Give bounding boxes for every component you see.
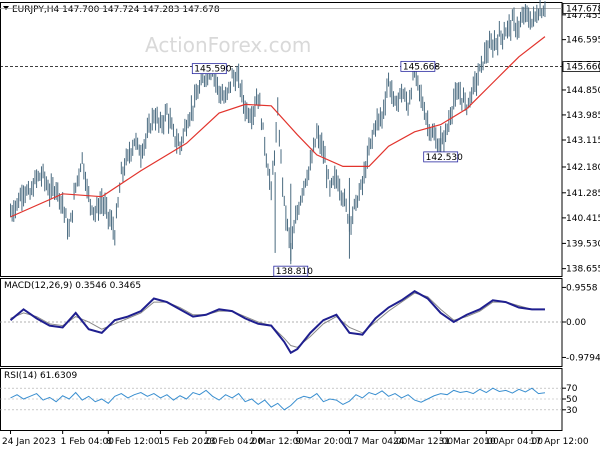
price-annotation-label: 142.530 bbox=[426, 153, 463, 163]
main-y-tick-label: 147.455 bbox=[566, 11, 600, 21]
price-annotation-box bbox=[423, 151, 459, 163]
current-price-label: 147.678 bbox=[566, 4, 600, 14]
rsi-y-tick-label: 50 bbox=[566, 395, 578, 405]
main-y-tick-label: 140.415 bbox=[566, 214, 600, 224]
x-axis-tick-label: 2 Mar 12:00 bbox=[250, 437, 305, 447]
x-axis-tick-label: 24 Jan 2023 bbox=[2, 437, 56, 447]
price-annotation-label: 145.590 bbox=[194, 65, 231, 75]
main-y-tick-label: 141.285 bbox=[566, 189, 600, 199]
x-axis-tick-label: 8 Feb 12:00 bbox=[106, 437, 160, 447]
price-annotation-label: 138.810 bbox=[276, 267, 313, 277]
rsi-series-line bbox=[10, 387, 546, 411]
x-axis-tick-label: 31 Mar 20:00 bbox=[439, 437, 499, 447]
moving-average-line bbox=[10, 36, 546, 218]
x-axis-tick-label: 17 Apr 12:00 bbox=[530, 437, 589, 447]
rsi-panel-frame bbox=[0, 368, 563, 431]
main-y-tick-label: 143.115 bbox=[566, 136, 600, 146]
x-axis-tick-label: 1 Feb 04:00 bbox=[61, 437, 115, 447]
price-annotation-box bbox=[191, 63, 227, 75]
price-annotation-label: 145.668 bbox=[403, 62, 440, 72]
x-axis-tick-label: 10 Apr 04:00 bbox=[484, 437, 543, 447]
macd-title: MACD(12,26,9) 0.3546 0.3465 bbox=[4, 281, 141, 291]
x-axis-tick-label: 17 Mar 04:00 bbox=[347, 437, 407, 447]
support-level-box bbox=[562, 61, 600, 73]
macd-panel-frame bbox=[0, 278, 563, 367]
x-axis-tick-label: 15 Feb 20:00 bbox=[158, 437, 217, 447]
x-axis-tick-label: 24 Mar 12:00 bbox=[393, 437, 453, 447]
watermark-text: ActionForex.com bbox=[145, 33, 311, 57]
macd-series-macd bbox=[9, 290, 545, 355]
price-annotation-box bbox=[273, 265, 309, 277]
main-y-tick-label: 143.985 bbox=[566, 111, 600, 121]
main-y-tick-label: 139.530 bbox=[566, 239, 600, 249]
rsi-y-tick-label: 70 bbox=[566, 384, 578, 394]
main-y-tick-label: 142.180 bbox=[566, 163, 600, 173]
main-y-tick-label: 138.655 bbox=[566, 265, 600, 275]
macd-y-tick-label: -0.9794 bbox=[566, 353, 600, 363]
current-price-box bbox=[562, 3, 600, 14]
main-y-tick-label: 144.850 bbox=[566, 86, 600, 96]
price-annotation-box bbox=[400, 60, 436, 72]
rsi-title: RSI(14) 61.6309 bbox=[4, 371, 77, 381]
support-level-label: 145.660 bbox=[566, 63, 600, 73]
collapse-triangle-icon[interactable] bbox=[3, 6, 9, 10]
main-y-tick-label: 146.595 bbox=[566, 36, 600, 46]
macd-y-tick-label: 0.9558 bbox=[566, 283, 598, 293]
rsi-y-tick-label: 30 bbox=[566, 406, 578, 416]
x-axis-tick-label: 9 Mar 20:00 bbox=[295, 437, 350, 447]
x-axis-tick-label: 23 Feb 04:00 bbox=[204, 437, 263, 447]
macd-y-tick-label: 0.00 bbox=[566, 318, 586, 328]
main-chart-title: EURJPY,H4 147.700 147.724 147.283 147.67… bbox=[12, 5, 220, 15]
macd-series-signal bbox=[10, 292, 545, 348]
